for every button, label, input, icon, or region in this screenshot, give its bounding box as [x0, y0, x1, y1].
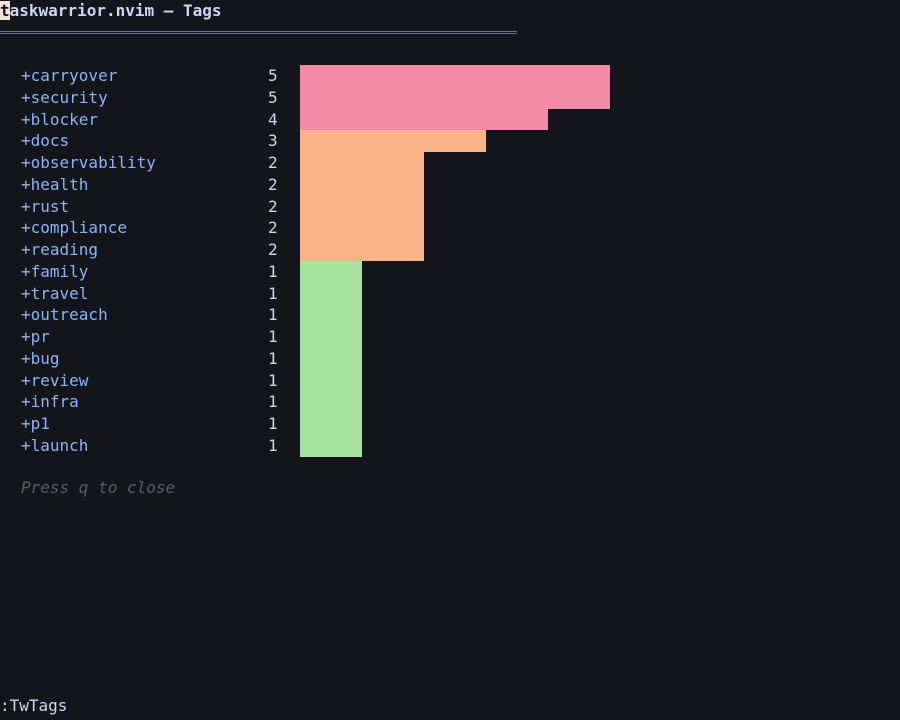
tag-label: +docs [21, 131, 70, 151]
window-title: taskwarrior.nvim — Tags [0, 0, 222, 22]
window-title-text: askwarrior.nvim — Tags [9, 1, 222, 20]
tag-row: +review 1 [0, 369, 900, 392]
tag-count-bar [300, 326, 362, 348]
tag-count: 1 [268, 327, 278, 346]
text-cursor: t [0, 1, 10, 20]
tag-count: 2 [268, 218, 278, 238]
tag-count: 2 [268, 196, 278, 216]
tag-count: 1 [268, 283, 278, 303]
tag-count: 5 [268, 87, 278, 107]
tag-label: +outreach [21, 305, 108, 325]
tag-row: +rust 2 [0, 195, 900, 218]
tag-count-bar [300, 108, 548, 131]
tag-count-bar [300, 260, 362, 283]
tag-count-bar [300, 152, 424, 174]
tag-count: 4 [268, 109, 278, 129]
tag-count-bar [300, 130, 486, 152]
tag-label: +family [21, 261, 89, 281]
tag-row: +p1 1 [0, 413, 900, 435]
tag-count: 1 [268, 261, 278, 281]
tag-row: +outreach 1 [0, 304, 900, 326]
tag-list: +carryover 5 +security 5 +blocker 4 +docs 3 +obs… [0, 65, 900, 457]
tag-count-bar [300, 369, 362, 392]
title-separator [0, 31, 517, 34]
tag-count: 1 [268, 348, 278, 368]
tag-row: +security 5 [0, 86, 900, 109]
tag-count-bar [300, 304, 362, 326]
tag-label: +reading [21, 240, 99, 259]
tag-label: +health [21, 174, 89, 194]
tag-row: +compliance 2 [0, 217, 900, 239]
tag-row: +pr 1 [0, 326, 900, 348]
tag-label: +launch [21, 435, 89, 455]
tag-count: 2 [268, 153, 278, 172]
tag-row: +reading 2 [0, 239, 900, 261]
tag-count-bar [300, 195, 424, 218]
tag-count: 3 [268, 131, 278, 151]
tag-label: +observability [21, 153, 156, 172]
tag-count-bar [300, 391, 362, 413]
close-hint: Press q to close [21, 478, 176, 497]
tag-row: +travel 1 [0, 282, 900, 305]
tag-count-bar [300, 239, 424, 261]
tag-count: 1 [268, 392, 278, 412]
tag-label: +review [21, 370, 89, 390]
tag-count-bar [300, 86, 610, 109]
tag-label: +carryover [21, 66, 118, 85]
tag-row: +family 1 [0, 260, 900, 283]
tag-count: 2 [268, 240, 278, 259]
tag-label: +compliance [21, 218, 127, 238]
tag-row: +launch 1 [0, 434, 900, 457]
tag-count-bar [300, 347, 362, 370]
tag-row: +carryover 5 [0, 65, 900, 87]
tag-label: +infra [21, 392, 79, 412]
tag-label: +pr [21, 327, 50, 346]
tag-count: 1 [268, 435, 278, 455]
command-line[interactable]: :TwTags [0, 696, 68, 715]
tag-count-bar [300, 173, 424, 196]
tag-count-bar [300, 282, 362, 305]
tag-count: 1 [268, 414, 278, 433]
tag-label: +travel [21, 283, 89, 303]
tag-count: 5 [268, 66, 278, 85]
tag-label: +p1 [21, 414, 50, 433]
tag-label: +bug [21, 348, 60, 368]
tag-count-bar [300, 434, 362, 457]
tag-label: +rust [21, 196, 70, 216]
tag-count: 1 [268, 370, 278, 390]
tag-row: +observability 2 [0, 152, 900, 174]
tag-row: +health 2 [0, 173, 900, 196]
tag-count-bar [300, 217, 424, 239]
tag-label: +blocker [21, 109, 99, 129]
tag-row: +docs 3 [0, 130, 900, 152]
tag-count-bar [300, 413, 362, 435]
tag-count: 2 [268, 174, 278, 194]
tag-row: +bug 1 [0, 347, 900, 370]
tag-count: 1 [268, 305, 278, 325]
tag-row: +blocker 4 [0, 108, 900, 131]
tag-label: +security [21, 87, 108, 107]
tag-row: +infra 1 [0, 391, 900, 413]
tag-count-bar [300, 65, 610, 87]
